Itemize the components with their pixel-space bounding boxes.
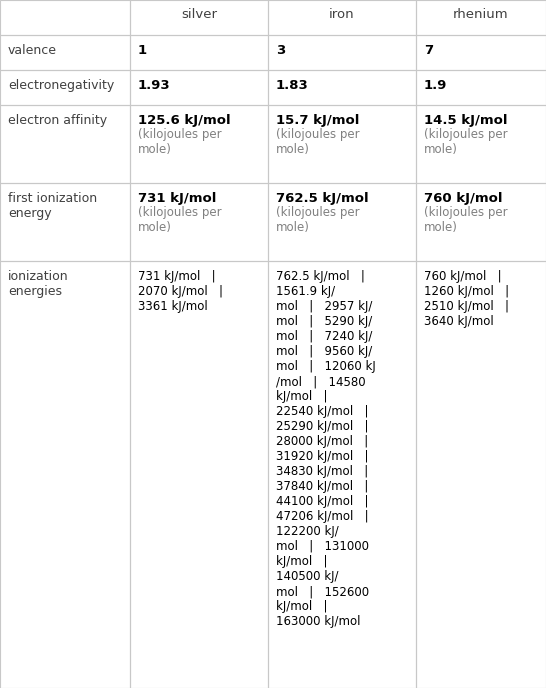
Text: 1: 1 [138,44,147,57]
Bar [268,0,416,35]
Bar [416,70,546,105]
Text: 731 kJ/mol: 731 kJ/mol [138,192,216,205]
Text: rhenium: rhenium [453,8,509,21]
Text: 15.7 kJ/mol: 15.7 kJ/mol [276,114,359,127]
Bar [130,35,268,70]
Text: 1.93: 1.93 [138,79,170,92]
Bar [0,35,130,70]
Text: first ionization
energy: first ionization energy [8,192,97,220]
Text: 760 kJ/mol: 760 kJ/mol [424,192,502,205]
Bar [416,35,546,70]
Bar [0,70,130,105]
Bar [130,183,268,261]
Text: (kilojoules per
mole): (kilojoules per mole) [276,128,360,156]
Text: 14.5 kJ/mol: 14.5 kJ/mol [424,114,507,127]
Text: electron affinity: electron affinity [8,114,107,127]
Text: (kilojoules per
mole): (kilojoules per mole) [276,206,360,234]
Text: (kilojoules per
mole): (kilojoules per mole) [424,128,508,156]
Text: 762.5 kJ/mol: 762.5 kJ/mol [276,192,369,205]
Text: 1.83: 1.83 [276,79,308,92]
Bar [416,105,546,183]
Text: iron: iron [329,8,355,21]
Bar [268,70,416,105]
Bar [268,183,416,261]
Bar [416,183,546,261]
Bar [0,0,130,35]
Text: 3: 3 [276,44,285,57]
Text: 760 kJ/mol   |
1260 kJ/mol   |
2510 kJ/mol   |
3640 kJ/mol: 760 kJ/mol | 1260 kJ/mol | 2510 kJ/mol |… [424,270,509,328]
Bar [268,261,416,688]
Text: 1.9: 1.9 [424,79,447,92]
Text: 731 kJ/mol   |
2070 kJ/mol   |
3361 kJ/mol: 731 kJ/mol | 2070 kJ/mol | 3361 kJ/mol [138,270,223,313]
Bar [416,261,546,688]
Bar [0,105,130,183]
Bar [416,0,546,35]
Text: 7: 7 [424,44,433,57]
Bar [130,70,268,105]
Bar [130,105,268,183]
Bar [268,105,416,183]
Text: (kilojoules per
mole): (kilojoules per mole) [138,128,222,156]
Text: (kilojoules per
mole): (kilojoules per mole) [138,206,222,234]
Bar [0,183,130,261]
Bar [130,261,268,688]
Bar [0,261,130,688]
Text: (kilojoules per
mole): (kilojoules per mole) [424,206,508,234]
Text: silver: silver [181,8,217,21]
Text: electronegativity: electronegativity [8,79,114,92]
Text: 762.5 kJ/mol   |
1561.9 kJ/
mol   |   2957 kJ/
mol   |   5290 kJ/
mol   |   7240: 762.5 kJ/mol | 1561.9 kJ/ mol | 2957 kJ/… [276,270,376,628]
Text: ionization
energies: ionization energies [8,270,69,298]
Text: valence: valence [8,44,57,57]
Bar [268,35,416,70]
Bar [130,0,268,35]
Text: 125.6 kJ/mol: 125.6 kJ/mol [138,114,230,127]
